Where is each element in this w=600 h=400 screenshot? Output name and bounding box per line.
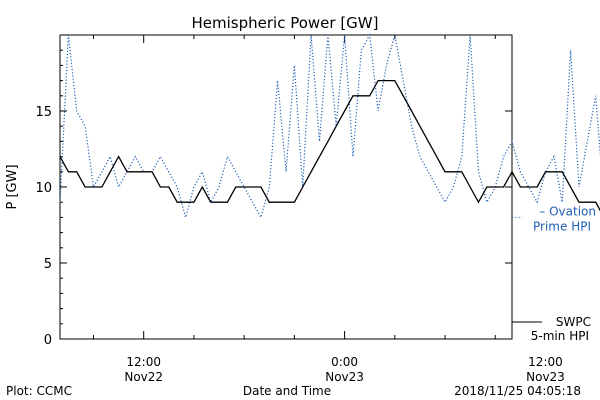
y-tick-label: 10 — [35, 181, 52, 196]
x-tick-label-date: Nov22 — [124, 370, 163, 384]
x-tick-label-time: 12:00 — [126, 355, 161, 369]
y-tick-label: 5 — [44, 257, 52, 272]
x-axis: 12:00Nov220:00Nov2312:00Nov230:00Nov2412… — [92, 35, 565, 384]
y-tick-label: 15 — [35, 105, 52, 120]
legend-label-swpc: SWPC — [556, 315, 591, 329]
series-line-ovation — [59, 33, 600, 220]
legend-label-ovation: – Ovation — [539, 204, 596, 218]
y-axis-label: P [GW] — [5, 164, 20, 209]
x-axis-label: Date and Time — [243, 384, 331, 398]
legend-sublabel-swpc: 5-min HPI — [531, 329, 589, 343]
footer-timestamp: 2018/11/25 04:05:18 — [454, 384, 581, 398]
x-tick-label-date: Nov23 — [526, 370, 565, 384]
chart-title: Hemispheric Power [GW] — [192, 14, 379, 32]
footer-plot-credit: Plot: CCMC — [6, 384, 72, 398]
y-tick-label: 0 — [44, 333, 52, 348]
x-tick-label-time: 0:00 — [331, 355, 358, 369]
y-axis: 0 5 10 15 — [35, 49, 512, 348]
x-tick-label-time: 12:00 — [528, 355, 563, 369]
series-layer — [59, 33, 600, 220]
series-line-swpc — [59, 79, 600, 212]
legend-sublabel-ovation: Prime HPI — [533, 219, 591, 233]
x-tick-label-date: Nov23 — [325, 370, 364, 384]
plot-frame — [59, 34, 513, 340]
